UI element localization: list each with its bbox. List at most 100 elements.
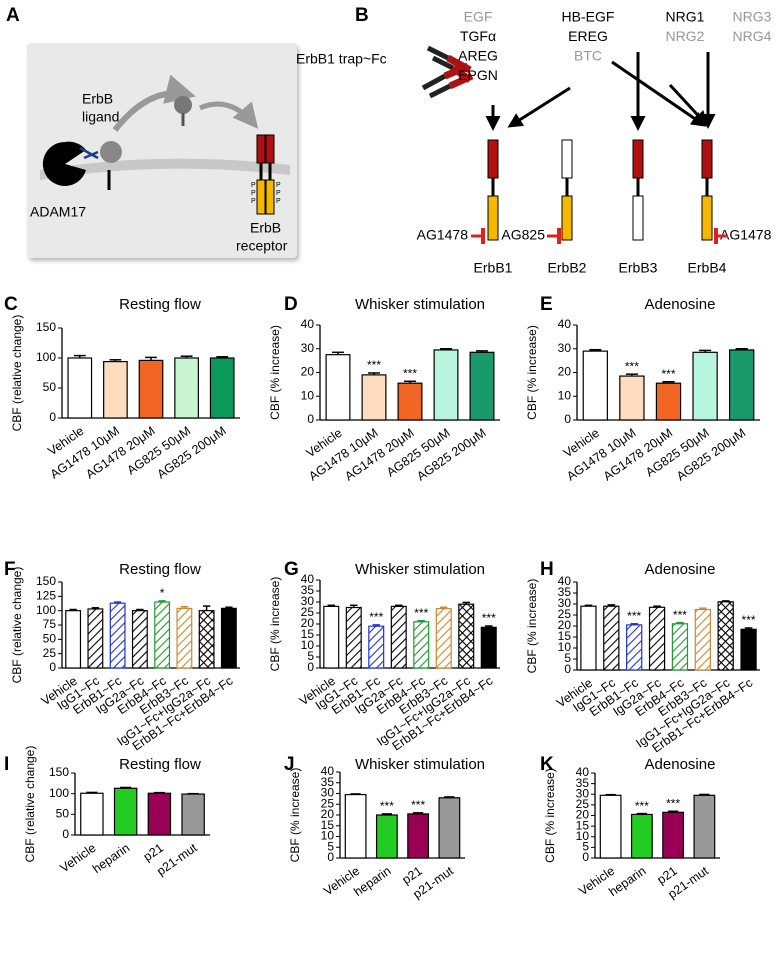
panel-letter: J — [284, 754, 295, 775]
bar — [580, 605, 597, 671]
bar — [109, 602, 126, 669]
panel-letter: E — [540, 294, 553, 315]
bar — [671, 623, 689, 671]
bar — [599, 794, 622, 859]
background-box — [27, 43, 297, 258]
y-axis-label: CBF (% increase) — [543, 768, 557, 863]
ligand-name: NRG2 — [666, 28, 705, 44]
inhibitor-name: AG1478 — [720, 227, 772, 243]
bar — [174, 357, 199, 419]
y-axis-label: CBF (relative change) — [23, 746, 37, 863]
bar — [368, 625, 385, 669]
significance: *** — [403, 366, 417, 380]
ligand-name: EPGN — [458, 67, 498, 83]
y-axis-label: CBF (% increase) — [268, 325, 282, 420]
receptor-kinase — [256, 179, 266, 215]
trap-arm — [443, 62, 474, 90]
bar — [198, 610, 215, 669]
phospho: P — [276, 198, 281, 205]
bar — [67, 357, 93, 419]
y-tick-label: 15 — [301, 627, 315, 641]
bar — [154, 601, 171, 669]
y-tick-label: 30 — [576, 786, 590, 800]
y-axis-label: CBF (% increase) — [525, 325, 539, 420]
receptor-name: ErbB1 — [474, 260, 513, 276]
significance: *** — [414, 606, 428, 620]
receptor-ecd — [701, 139, 713, 179]
significance: *** — [369, 610, 383, 624]
y-tick-label: 15 — [558, 629, 572, 643]
ligand-name: HB-EGF — [562, 9, 615, 25]
y-tick-label: 5 — [564, 651, 571, 665]
y-tick-label: 100 — [49, 786, 69, 800]
y-tick-label: 5 — [307, 649, 314, 663]
chart-title: Adenosine — [645, 756, 716, 773]
significance: *** — [673, 608, 687, 622]
bar — [138, 359, 164, 419]
y-tick-label: 15 — [576, 818, 590, 832]
significance: *** — [367, 358, 381, 372]
significance: *** — [380, 799, 394, 813]
bar — [458, 603, 475, 669]
trap-label: ErbB1 trap~Fc — [296, 51, 387, 67]
bar — [131, 610, 148, 669]
y-tick-label: 150 — [36, 320, 56, 334]
y-tick-label: 15 — [321, 818, 335, 832]
chart-title: Resting flow — [119, 561, 201, 578]
bar — [582, 350, 608, 421]
receptor-label: receptor — [236, 238, 288, 254]
significance: *** — [635, 799, 649, 813]
chart-title: Whisker stimulation — [355, 756, 485, 773]
bar — [480, 626, 497, 669]
y-tick-label: 30 — [558, 341, 572, 355]
y-tick-label: 125 — [36, 589, 56, 603]
y-tick-label: 20 — [301, 616, 315, 630]
y-tick-label: 40 — [301, 317, 315, 331]
y-tick-label: 50 — [43, 632, 57, 646]
y-axis-label: CBF (% increase) — [288, 768, 302, 863]
panel-letter: D — [284, 294, 298, 315]
bar — [692, 351, 718, 421]
ligand-name: EREG — [568, 28, 608, 44]
y-tick-label: 25 — [43, 646, 57, 660]
y-tick-label: 10 — [558, 640, 572, 654]
arrow — [199, 101, 259, 129]
y-tick-label: 0 — [564, 662, 571, 676]
y-tick-label: 20 — [321, 807, 335, 821]
bar — [344, 793, 367, 859]
bar — [390, 605, 407, 669]
panel-letter: B — [355, 5, 369, 26]
significance: *** — [742, 613, 756, 627]
bar — [80, 792, 104, 836]
panel-a: A P P P P P P ErbB ligand ADAM17 ErbB re… — [6, 5, 297, 258]
inhibitor-name: AG1478 — [417, 227, 469, 243]
membrane — [40, 158, 290, 180]
receptor-name: ErbB2 — [548, 260, 587, 276]
significance: *** — [661, 367, 675, 381]
bar — [694, 608, 711, 671]
bar — [630, 813, 653, 859]
y-tick-label: 0 — [49, 410, 56, 424]
y-axis-label: CBF (relative change) — [10, 567, 24, 684]
bar — [655, 382, 682, 421]
ligand-name: NRG4 — [733, 28, 772, 44]
bar — [220, 607, 237, 669]
bar — [438, 797, 461, 859]
y-tick-label: 10 — [576, 829, 590, 843]
y-tick-label: 20 — [576, 808, 590, 822]
receptor-name: ErbB3 — [619, 260, 658, 276]
y-tick-label: 0 — [564, 412, 571, 426]
y-tick-label: 35 — [558, 585, 572, 599]
y-tick-label: 30 — [558, 596, 572, 610]
ligand-name: NRG3 — [733, 9, 772, 25]
ligand-name: TGFα — [460, 28, 496, 44]
y-tick-label: 35 — [301, 583, 315, 597]
ligand-label: ErbB — [82, 91, 113, 107]
trap-arm — [421, 73, 452, 99]
bar — [603, 605, 620, 671]
ligand-name: BTC — [574, 48, 602, 64]
y-axis-label: CBF (% increase) — [268, 577, 282, 672]
y-tick-label: 40 — [301, 572, 315, 586]
receptor-ecd — [632, 139, 644, 179]
y-axis-label: CBF (% increase) — [525, 579, 539, 674]
